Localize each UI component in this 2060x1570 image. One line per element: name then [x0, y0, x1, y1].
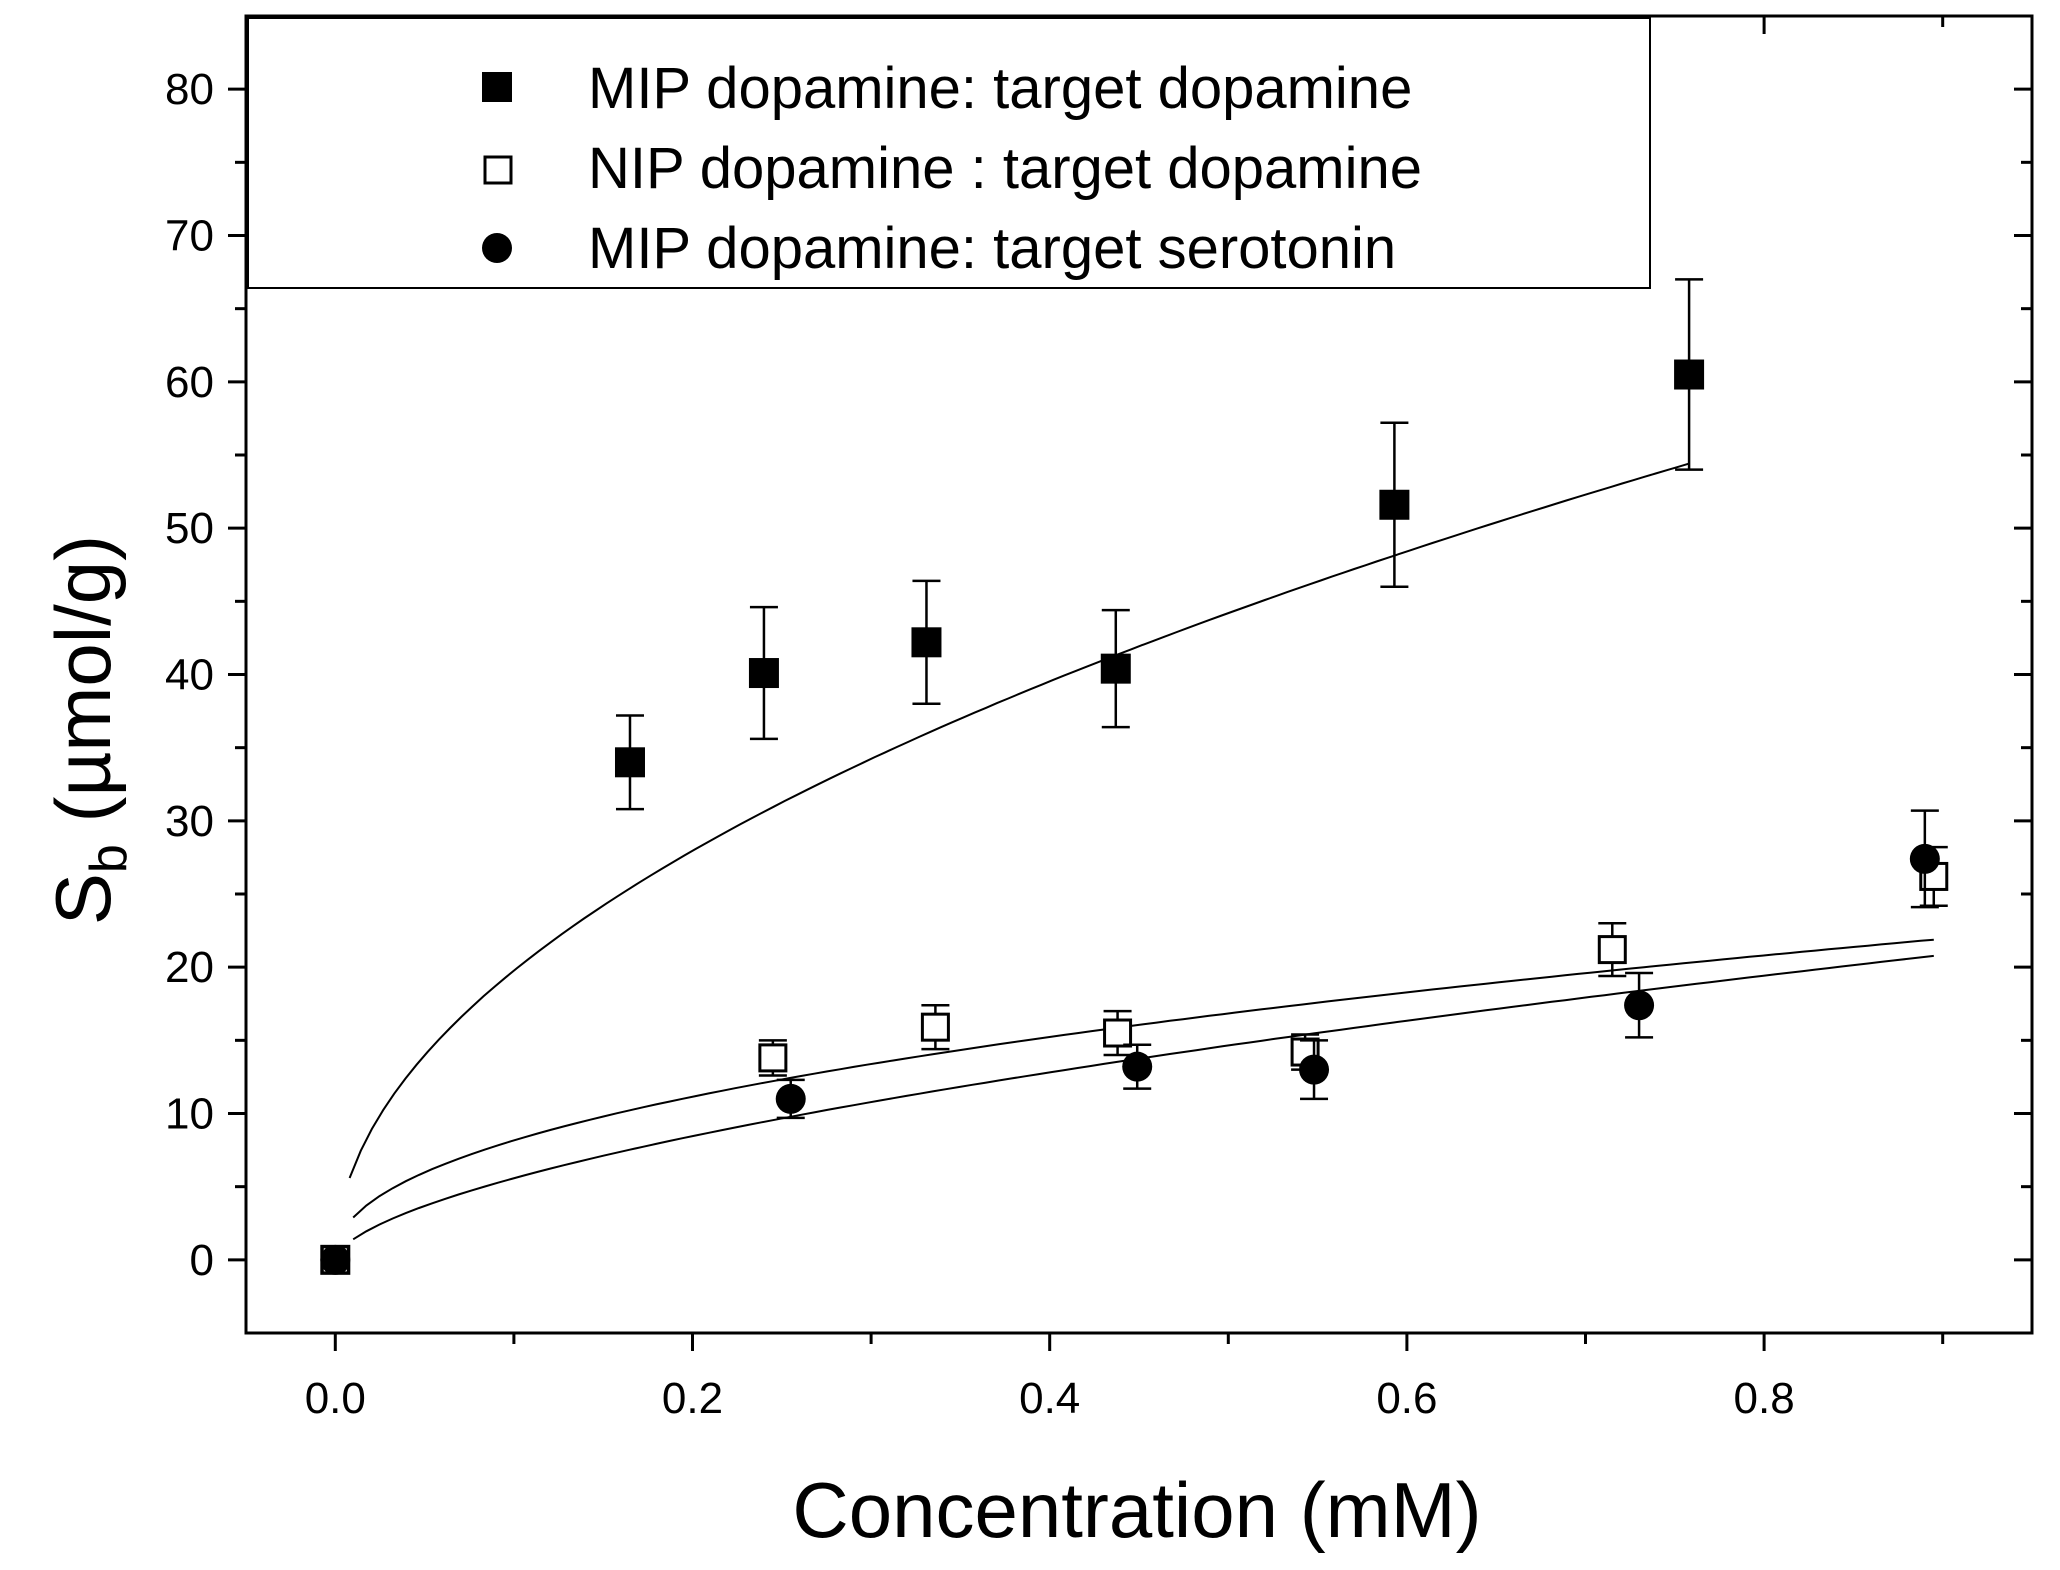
point-mip-dopamine [1100, 653, 1131, 684]
x-tick-label: 0.0 [305, 1374, 366, 1423]
point-nip-dopamine [1597, 935, 1627, 965]
legend-label-0: MIP dopamine: target dopamine [588, 56, 1412, 121]
legend: MIP dopamine: target dopamine NIP dopami… [247, 17, 1651, 289]
point-mip-dopamine [911, 627, 942, 658]
y-tick-label: 70 [165, 212, 214, 261]
data-points [320, 278, 1949, 1275]
fit-curve-1 [352, 938, 1934, 1219]
y-tick-label: 80 [165, 65, 214, 114]
point-mip-serotonin [1909, 843, 1940, 874]
legend-label-2: MIP dopamine: target serotonin [588, 216, 1396, 281]
point-nip-dopamine [1103, 1018, 1133, 1048]
legend-box [247, 17, 1651, 289]
x-tick-label: 0.6 [1376, 1374, 1437, 1423]
point-mip-serotonin [1299, 1054, 1330, 1085]
legend-marker-open-square [483, 155, 513, 185]
y-tick-label: 0 [190, 1236, 214, 1285]
axis-ticks: 0.0 0.2 0.4 0.6 0.8 0 10 20 30 40 50 60 70 80 [165, 16, 2032, 1423]
y-axis-title-subscript: b [80, 844, 138, 873]
fit-curve-0 [348, 462, 1690, 1179]
y-tick-label: 40 [165, 651, 214, 700]
x-axis-title: Concentration (mM) [792, 1466, 1481, 1554]
point-mip-serotonin [320, 1244, 351, 1275]
y-tick-label: 30 [165, 797, 214, 846]
point-mip-serotonin [1122, 1051, 1153, 1082]
point-mip-dopamine [748, 658, 779, 689]
legend-marker-filled-circle [482, 233, 512, 263]
point-mip-dopamine [1379, 489, 1410, 520]
y-tick-label: 20 [165, 943, 214, 992]
point-mip-serotonin [775, 1083, 806, 1114]
y-axis-title-unit: (µmol/g) [39, 535, 127, 844]
y-tick-label: 50 [165, 504, 214, 553]
point-mip-serotonin [1624, 990, 1655, 1021]
x-tick-label: 0.2 [662, 1374, 723, 1423]
legend-marker-filled-square [482, 72, 512, 102]
point-nip-dopamine [758, 1043, 788, 1073]
y-axis-title-main: S [39, 873, 127, 925]
point-nip-dopamine [920, 1012, 950, 1042]
point-mip-dopamine [1674, 359, 1705, 390]
y-axis-title: Sb (µmol/g) [39, 535, 138, 925]
legend-label-1: NIP dopamine : target dopamine [588, 136, 1422, 201]
x-tick-label: 0.8 [1734, 1374, 1795, 1423]
y-tick-label: 60 [165, 358, 214, 407]
y-tick-label: 10 [165, 1090, 214, 1139]
point-mip-dopamine [614, 747, 645, 778]
x-tick-label: 0.4 [1019, 1374, 1080, 1423]
